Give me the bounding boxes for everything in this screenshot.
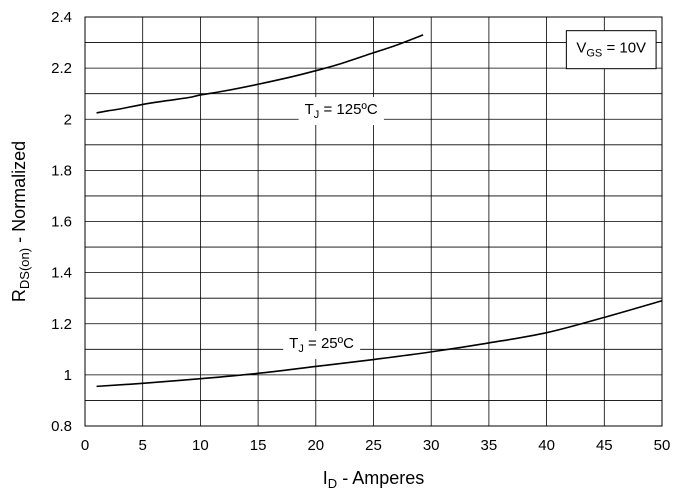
x-tick-label: 15: [250, 437, 267, 454]
y-tick-label: 1: [64, 367, 72, 384]
annotation-tj125: TJ = 125ºC: [298, 97, 384, 126]
annotation-tj125-sub: J: [314, 109, 320, 121]
annotation-tj125-rest: = 125ºC: [319, 101, 378, 118]
x-tick-labels: 0 5 10 15 20 25 30 35 40 45 50: [81, 437, 671, 454]
annotation-tj25-background: [283, 330, 361, 359]
annotation-vgs: VGS = 10V: [565, 30, 657, 70]
x-axis-label: ID - Amperes: [323, 468, 424, 491]
x-tick-label: 45: [596, 437, 613, 454]
x-tick-label: 5: [139, 437, 147, 454]
x-tick-label: 0: [81, 437, 89, 454]
annotation-tj25-sub: J: [298, 343, 304, 355]
y-tick-label: 1.6: [51, 214, 72, 231]
x-axis-label-sub: D: [328, 476, 337, 491]
y-tick-label: 1.2: [51, 316, 72, 333]
series-group: [96, 34, 663, 388]
y-tick-label: 2.2: [51, 60, 72, 77]
y-axis-label-main: R: [9, 289, 29, 302]
plot-frame: [84, 16, 663, 427]
y-tick-label: 2: [64, 111, 72, 128]
annotation-tj125-main: T: [305, 101, 314, 118]
x-tick-label: 20: [307, 437, 324, 454]
y-axis-label-sub: DS(on): [17, 248, 32, 289]
annotation-tj25: TJ = 25ºC: [283, 330, 361, 359]
x-tick-label: 10: [192, 437, 209, 454]
annotation-tj25-text: TJ = 25ºC: [289, 335, 354, 355]
x-axis-label-main: I: [323, 468, 328, 488]
x-tick-label: 35: [481, 437, 498, 454]
y-tick-labels: 0.8 1 1.2 1.4 1.6 1.8 2 2.2 2.4: [51, 9, 72, 435]
x-axis-label-rest: - Amperes: [337, 468, 424, 488]
y-tick-label: 1.8: [51, 162, 72, 179]
x-tick-label: 50: [654, 437, 671, 454]
series-line-2: [96, 299, 663, 388]
x-tick-label: 30: [423, 437, 440, 454]
y-axis-label: RDS(on) - Normalized: [9, 141, 32, 302]
annotation-vgs-rest: = 10V: [602, 40, 646, 57]
annotation-tj125-background: [298, 97, 384, 126]
annotation-tj25-main: T: [289, 335, 298, 352]
annotation-vgs-text: VGS = 10V: [576, 40, 646, 60]
x-tick-label: 40: [538, 437, 555, 454]
series-line-1: [96, 34, 424, 114]
annotation-vgs-background: [565, 30, 657, 70]
annotation-tj125-text: TJ = 125ºC: [305, 101, 378, 121]
y-tick-label: 0.8: [51, 418, 72, 435]
annotation-vgs-main: V: [576, 40, 586, 57]
annotation-vgs-sub: GS: [586, 48, 602, 60]
annotation-tj25-rest: = 25ºC: [304, 335, 354, 352]
y-tick-label: 1.4: [51, 265, 72, 282]
x-tick-label: 25: [365, 437, 382, 454]
y-tick-label: 2.4: [51, 9, 72, 26]
y-axis-label-rest: - Normalized: [9, 141, 29, 248]
